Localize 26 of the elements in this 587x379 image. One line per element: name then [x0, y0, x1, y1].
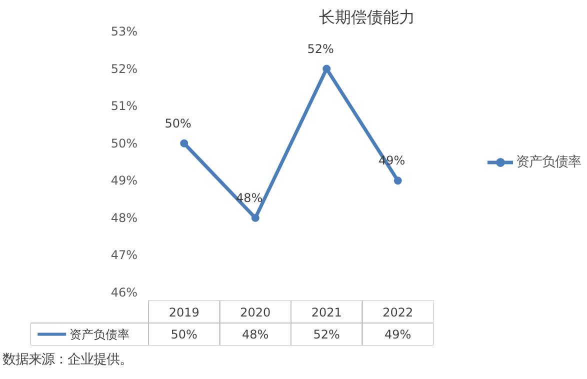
y-tick-label: 52%	[110, 62, 138, 76]
point	[180, 139, 188, 148]
y-tick-label: 47%	[110, 248, 138, 262]
data-label: 49%	[384, 327, 412, 342]
x-tick-label: 2020	[240, 305, 271, 320]
text: 50%	[164, 116, 192, 130]
point	[251, 214, 260, 222]
text: 资产负债率	[70, 327, 130, 342]
x-tick-label: 2022	[382, 305, 414, 320]
y-tick-label: 48%	[110, 210, 138, 225]
source-note: 数据来源：企业提供。	[2, 352, 132, 368]
x-tick-label: 2021	[311, 305, 342, 320]
y-tick-label: 49%	[110, 174, 138, 188]
chart-title: 长期偿债能力	[319, 8, 415, 26]
data-label: 50%	[170, 327, 198, 342]
legend-label: 资产负债率	[516, 154, 581, 170]
y-tick-label: 46%	[110, 286, 138, 300]
y-tick-label: 51%	[110, 99, 138, 114]
data-label: 52%	[313, 327, 340, 342]
data-label: 48%	[242, 327, 269, 342]
text: 52%	[307, 42, 334, 56]
x-tick-label: 2019	[168, 305, 200, 320]
point	[394, 176, 402, 185]
y-tick-label: 50%	[110, 136, 138, 150]
y-tick-label: 53%	[110, 24, 138, 38]
point	[322, 64, 331, 73]
